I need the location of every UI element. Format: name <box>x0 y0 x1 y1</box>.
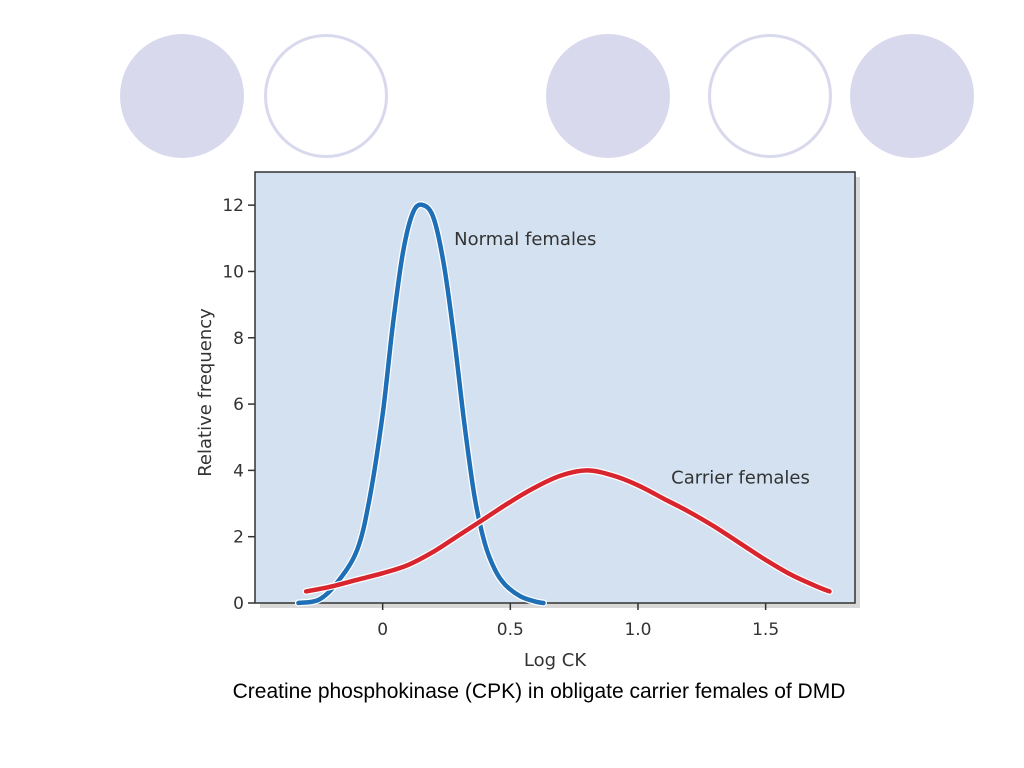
y-tick-label: 12 <box>222 196 244 216</box>
decor-circle-5 <box>850 34 974 158</box>
y-tick-label: 2 <box>233 528 244 548</box>
series-line-normal-females <box>296 202 546 606</box>
y-tick-label: 6 <box>233 395 244 415</box>
y-axis-title: Relative frequency <box>195 308 216 477</box>
y-tick-label: 10 <box>222 262 244 282</box>
decor-circle-1 <box>120 34 244 158</box>
y-tick-label: 0 <box>233 594 244 614</box>
x-tick-label: 1.5 <box>752 620 779 640</box>
x-tick-label: 0 <box>377 620 388 640</box>
x-tick-label: 0.5 <box>497 620 524 640</box>
annotation-carrier-females: Carrier females <box>671 468 810 489</box>
annotation-normal-females: Normal females <box>454 229 596 250</box>
y-tick-label: 4 <box>233 461 244 481</box>
y-tick-label: 8 <box>233 329 244 349</box>
series-line-carrier-females <box>303 468 832 594</box>
decor-circle-4 <box>708 34 832 158</box>
plot-area <box>254 171 856 604</box>
slide-caption: Creatine phosphokinase (CPK) in obligate… <box>232 680 846 703</box>
chart: 0 2 4 6 8 10 12 0 0.5 1.0 1.5 Log CK Relative frequ… <box>180 165 880 675</box>
decor-circle-3 <box>546 34 670 158</box>
x-axis-title: Log CK <box>524 650 587 671</box>
x-tick-label: 1.0 <box>624 620 651 640</box>
chart-svg: 0 2 4 6 8 10 12 0 0.5 1.0 1.5 Log CK Relative frequ… <box>195 171 860 671</box>
decor-circle-2 <box>264 34 388 158</box>
